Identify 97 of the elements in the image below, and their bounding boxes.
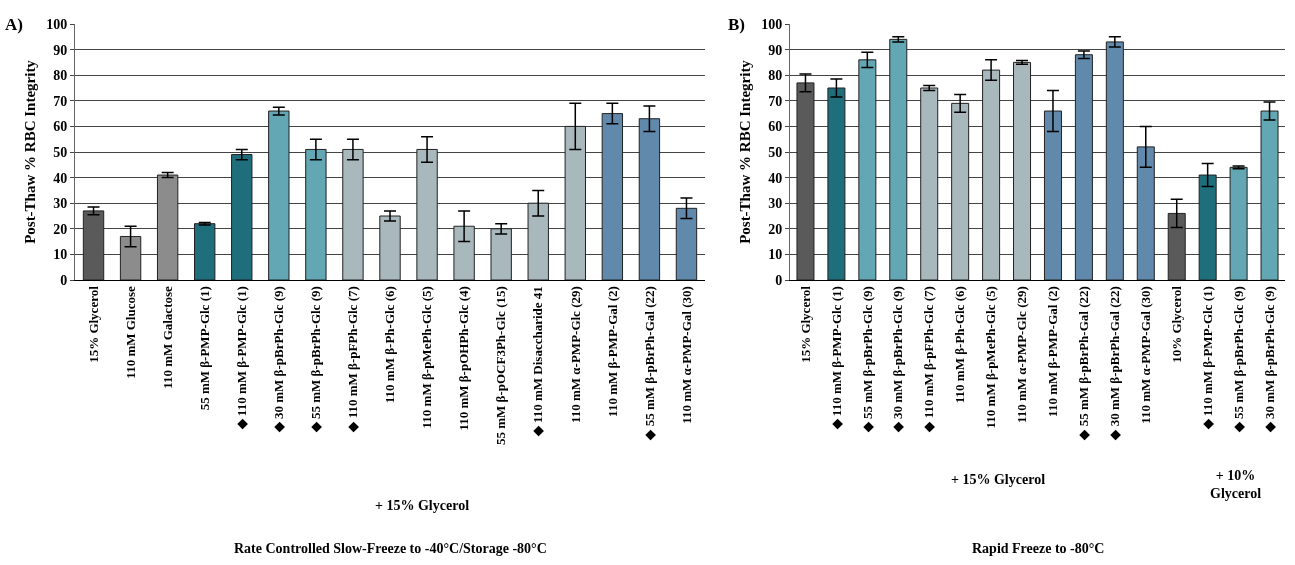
text: Rate Controlled Slow-Freeze to -40°C/Storage -80°C bbox=[234, 541, 547, 556]
bar bbox=[951, 102, 970, 280]
text: + 15% Glycerol bbox=[951, 472, 1046, 487]
x-tick-label: ◆ 110 mM β-PMP-Glc (1) bbox=[1199, 286, 1215, 431]
bar bbox=[119, 235, 142, 280]
y-tick-label: 30 bbox=[53, 196, 68, 212]
x-tick-label: ◆ 30 mM β-pBrPh-Gal (22) bbox=[1107, 286, 1123, 441]
x-tick-label: 110 mM β-Ph-Glc (6) bbox=[952, 286, 968, 404]
bar bbox=[638, 118, 661, 280]
bar bbox=[1043, 110, 1062, 280]
bar bbox=[416, 148, 438, 280]
y-tick-label: 50 bbox=[768, 144, 783, 160]
x-tick-label: 110 mM β-pOHPh-Glc (4) bbox=[456, 286, 472, 431]
x-tick-label: ◆ 55 mM β-pBrPh-Glc (9) bbox=[308, 286, 324, 434]
y-tick-label: 60 bbox=[53, 119, 68, 135]
x-tick-label: ◆ 55 mM β-pBrPh-Gal (22) bbox=[1076, 286, 1092, 441]
y-tick-label: 80 bbox=[768, 68, 783, 84]
x-tick-label: 110 mM β-Ph-Glc (6) bbox=[382, 286, 398, 404]
bar bbox=[1260, 110, 1279, 280]
x-tick-label: 15% Glycerol bbox=[797, 285, 813, 363]
x-tick-label: 110 mM α-PMP-Glc (29) bbox=[567, 286, 583, 424]
bar bbox=[268, 110, 290, 280]
bar bbox=[889, 38, 908, 280]
bar bbox=[920, 87, 939, 280]
x-tick-label: 110 mM α-PMP-Glc (29) bbox=[1014, 286, 1030, 424]
bar bbox=[827, 87, 846, 280]
bar bbox=[342, 148, 364, 280]
x-tick-label: 10% Glycerol bbox=[1168, 285, 1184, 363]
bar bbox=[1136, 146, 1155, 280]
x-tick-label: 110 mM Glucose bbox=[122, 285, 138, 379]
y-tick-label: 10 bbox=[53, 247, 68, 263]
bar bbox=[305, 148, 327, 280]
bar bbox=[1229, 166, 1248, 280]
bar bbox=[1105, 41, 1124, 280]
y-tick-label: 0 bbox=[60, 272, 68, 288]
bar bbox=[858, 59, 877, 280]
x-tick-label: ◆ 55 mM β-pBrPh-Glc (9) bbox=[1230, 286, 1246, 434]
x-tick-label: ◆ 30 mM β-pBrPh-Glc (9) bbox=[271, 286, 287, 434]
bar bbox=[490, 228, 512, 280]
x-tick-label: ◆ 110 mM Disaccharide 41 bbox=[530, 286, 546, 438]
y-tick-label: 70 bbox=[53, 93, 68, 109]
bar bbox=[1013, 61, 1032, 280]
x-tick-label: 110 mM Galactose bbox=[159, 285, 175, 389]
bar bbox=[675, 207, 698, 280]
bar bbox=[1198, 174, 1217, 280]
text: + 15% Glycerol bbox=[375, 498, 470, 513]
x-tick-label: ◆ 110 mM β-PMP-Glc (1) bbox=[233, 286, 249, 431]
bar bbox=[1074, 54, 1093, 280]
x-tick-label: 110 mM β-PMP-Gal (2) bbox=[604, 286, 620, 417]
x-tick-label: 110 mM α-PMP-Gal (30) bbox=[678, 286, 694, 424]
y-tick-label: 0 bbox=[775, 272, 783, 288]
y-tick-label: 100 bbox=[761, 16, 783, 32]
x-tick-label: 15% Glycerol bbox=[85, 285, 101, 363]
bar bbox=[194, 223, 216, 280]
text: + 10% Glycerol bbox=[1210, 468, 1262, 502]
bar bbox=[796, 82, 815, 280]
y-tick-label: 10 bbox=[768, 247, 783, 263]
x-tick-label: 55 mM β-pOCF3Ph-Glc (15) bbox=[493, 286, 509, 446]
text: Rapid Freeze to -80°C bbox=[972, 541, 1105, 556]
bar bbox=[982, 69, 1001, 280]
chart-title: B) bbox=[728, 15, 745, 34]
y-tick-label: 60 bbox=[768, 119, 783, 135]
y-tick-label: 50 bbox=[53, 144, 68, 160]
y-axis-title: Post-Thaw % RBC Integrity bbox=[737, 59, 754, 244]
y-tick-label: 20 bbox=[768, 221, 783, 237]
x-tick-label: ◆ 30 mM β-pBrPh-Glc (9) bbox=[1261, 286, 1277, 434]
x-tick-label: ◆ 30 mM β-pBrPh-Glc (9) bbox=[890, 286, 906, 434]
x-tick-label: 110 mM β-pMePh-Glc (5) bbox=[419, 286, 435, 429]
x-tick-label: ◆ 110 mM β-PMP-Glc (1) bbox=[828, 286, 844, 431]
bar bbox=[231, 154, 253, 280]
x-tick-label: 110 mM β-pMePh-Glc (5) bbox=[983, 286, 999, 429]
bar bbox=[82, 210, 105, 280]
y-tick-label: 90 bbox=[768, 42, 783, 58]
y-tick-label: 40 bbox=[768, 170, 783, 186]
y-tick-label: 30 bbox=[768, 196, 783, 212]
bar bbox=[527, 202, 549, 280]
bar bbox=[601, 113, 624, 280]
x-tick-label: 110 mM β-PMP-Gal (2) bbox=[1045, 286, 1061, 417]
bar bbox=[564, 125, 586, 280]
bar bbox=[1167, 212, 1186, 280]
bar bbox=[453, 225, 475, 280]
chart-title: A) bbox=[5, 15, 23, 34]
bar bbox=[379, 215, 401, 280]
bar bbox=[156, 174, 179, 280]
y-tick-label: 100 bbox=[46, 16, 68, 32]
x-tick-label: ◆ 55 mM β-pBrPh-Gal (22) bbox=[641, 286, 657, 441]
x-tick-label: ◆ 110 mM β-pFPh-Glc (7) bbox=[921, 286, 937, 433]
x-tick-label: 110 mM α-PMP-Gal (30) bbox=[1138, 286, 1154, 424]
y-tick-label: 80 bbox=[53, 68, 68, 84]
x-tick-label: ◆ 55 mM β-pBrPh-Glc (9) bbox=[859, 286, 875, 434]
y-tick-label: 70 bbox=[768, 93, 783, 109]
x-tick-label: ◆ 110 mM β-pFPh-Glc (7) bbox=[345, 286, 361, 433]
y-tick-label: 40 bbox=[53, 170, 68, 186]
y-tick-label: 90 bbox=[53, 42, 68, 58]
y-axis-title: Post-Thaw % RBC Integrity bbox=[22, 59, 39, 244]
x-tick-label: 55 mM β-PMP-Glc (1) bbox=[196, 286, 212, 411]
y-tick-label: 20 bbox=[53, 221, 68, 237]
